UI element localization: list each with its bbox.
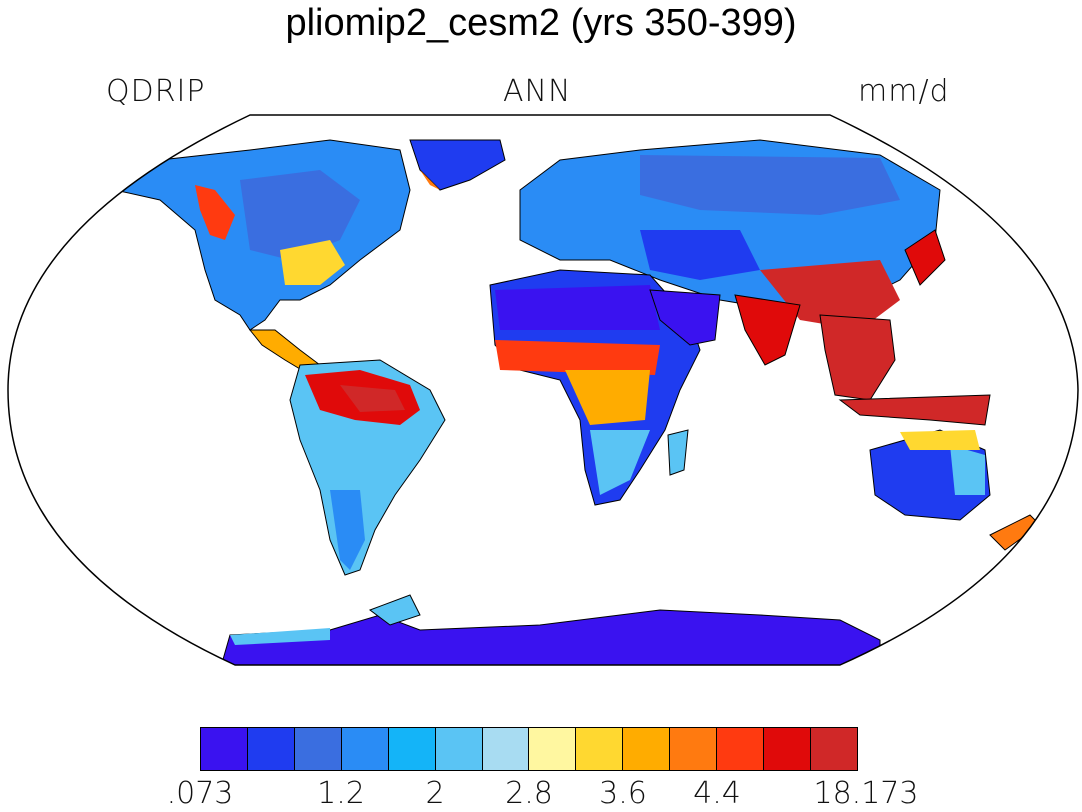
world-map — [7, 114, 1079, 666]
colorbar-tick-label: 2 — [425, 776, 445, 811]
new-zealand — [989, 514, 1041, 551]
colorbar-swatch — [341, 728, 389, 770]
colorbar-tick-label: 4.4 — [693, 776, 741, 811]
colorbar-swatch — [764, 728, 811, 770]
india — [734, 294, 801, 366]
colorbar-swatch — [529, 728, 577, 770]
colorbar-swatch — [388, 728, 436, 770]
arabia — [649, 289, 721, 346]
sahara — [495, 285, 660, 330]
globe-outline — [7, 114, 1079, 666]
colorbar-swatch — [670, 728, 718, 770]
colorbar-swatch — [247, 728, 295, 770]
australia-east — [950, 445, 985, 495]
indonesia — [838, 394, 991, 426]
colorbar-tick-label: .073 — [166, 776, 234, 811]
colorbar-swatch — [810, 728, 857, 770]
greenland — [409, 139, 506, 191]
australia-north — [900, 430, 980, 450]
na-central — [240, 170, 360, 260]
amazon-core — [340, 385, 405, 412]
units-label: mm/d — [858, 74, 950, 109]
southern-africa — [590, 430, 650, 495]
colorbar-swatch — [623, 728, 671, 770]
plot-title: pliomip2_cesm2 (yrs 350-399) — [285, 2, 797, 44]
na-southeast — [280, 240, 345, 285]
madagascar — [667, 429, 689, 476]
variable-label: QDRIP — [106, 74, 206, 109]
greenland-edge — [420, 170, 440, 190]
colorbar-swatch — [201, 728, 248, 770]
antarctica — [219, 609, 881, 665]
colorbar — [200, 727, 858, 771]
antarctica-edge — [230, 628, 330, 645]
colorbar-tick-label: 3.6 — [599, 776, 647, 811]
japan — [904, 229, 946, 286]
central-asia-dry — [640, 230, 760, 280]
central-africa-wet — [565, 370, 650, 425]
colorbar-swatch — [482, 728, 530, 770]
asia-north — [640, 155, 900, 215]
colorbar-tick-label: 2.8 — [505, 776, 553, 811]
season-label: ANN — [503, 74, 572, 109]
colorbar-tick-label: 18.173 — [813, 776, 919, 811]
colorbar-swatch — [717, 728, 765, 770]
sahel-wet — [495, 340, 660, 375]
antarctic-peninsula — [368, 594, 421, 626]
colorbar-tick-label: 1.2 — [317, 776, 365, 811]
colorbar-swatch — [294, 728, 342, 770]
colorbar-swatch — [576, 728, 624, 770]
na-west-coast — [195, 185, 235, 240]
sa-south — [330, 490, 365, 570]
colorbar-swatch — [435, 728, 483, 770]
se-asia — [819, 314, 896, 401]
